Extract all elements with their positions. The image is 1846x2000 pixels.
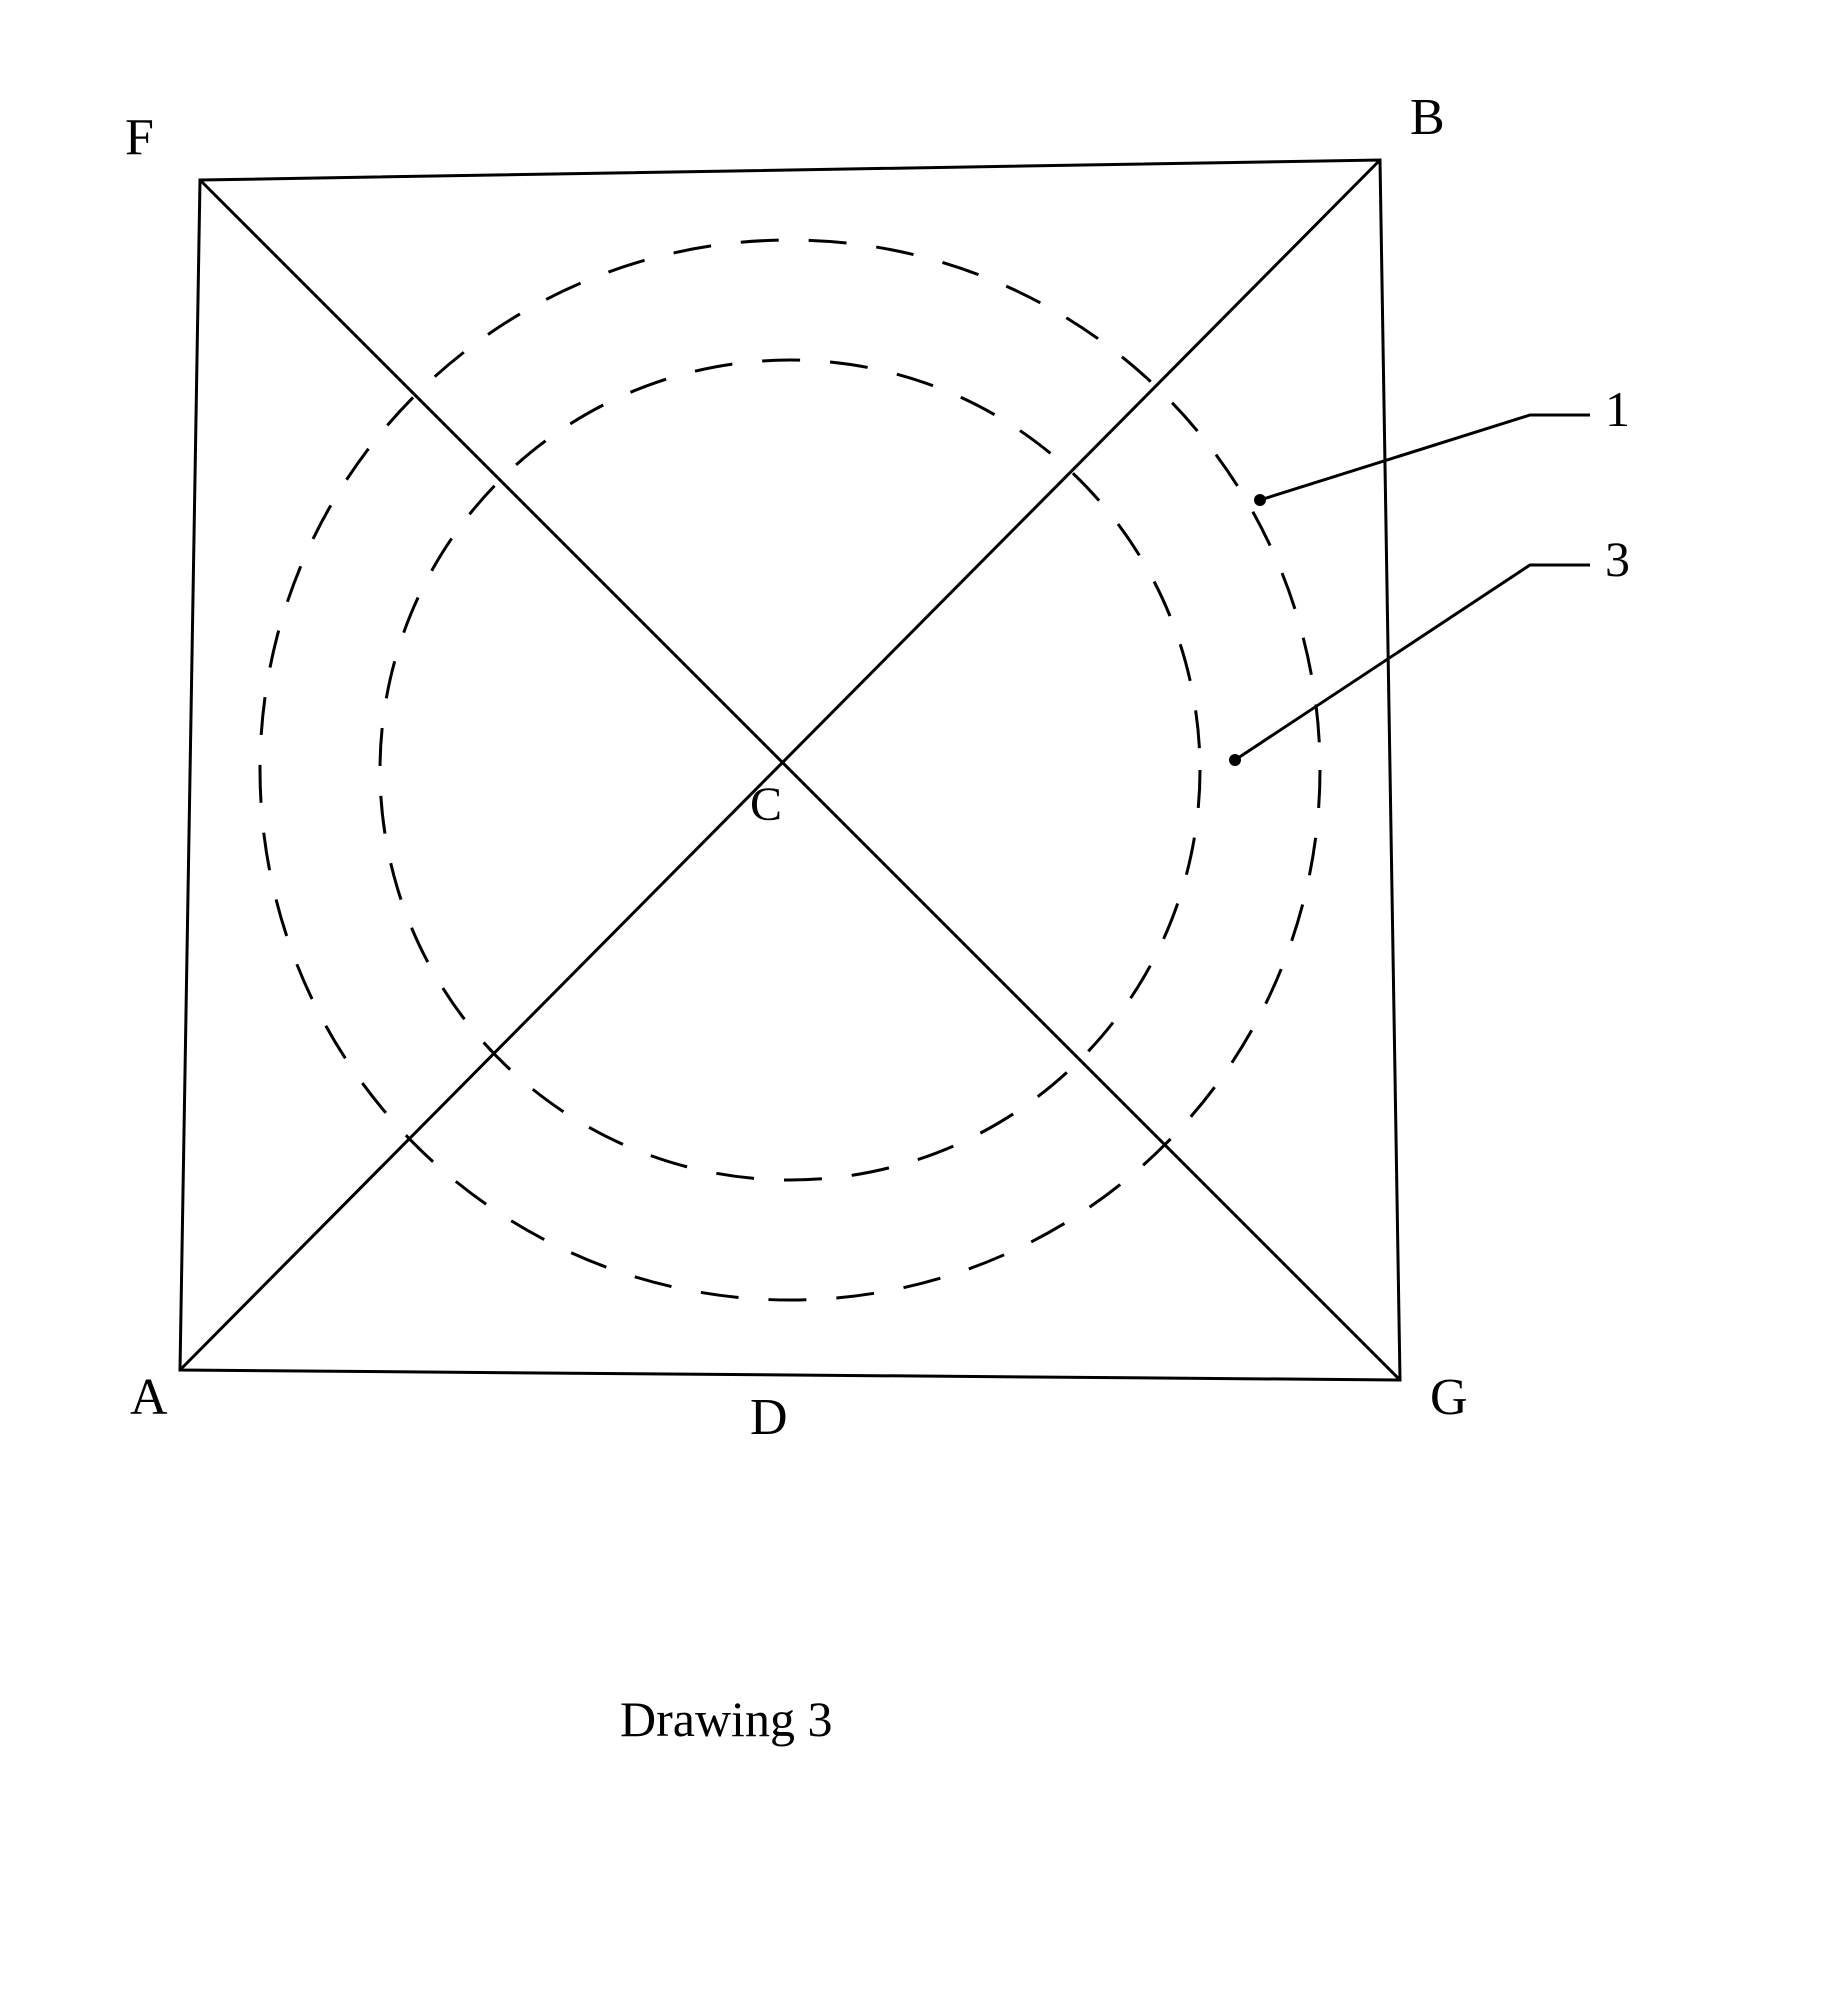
leader-3-line — [1235, 565, 1590, 760]
label-G: G — [1430, 1368, 1468, 1427]
label-D: D — [750, 1388, 788, 1447]
diagram-svg — [0, 0, 1846, 2000]
label-1: 1 — [1605, 380, 1630, 438]
label-C: C — [750, 777, 782, 832]
label-A: A — [130, 1368, 168, 1427]
leader-1-line — [1260, 415, 1590, 500]
label-B: B — [1410, 88, 1445, 147]
caption: Drawing 3 — [620, 1690, 832, 1748]
label-F: F — [125, 108, 154, 167]
svg-layer — [180, 160, 1590, 1380]
label-3: 3 — [1605, 530, 1630, 588]
diagram-page: F B A G C D 1 3 Drawing 3 — [0, 0, 1846, 2000]
